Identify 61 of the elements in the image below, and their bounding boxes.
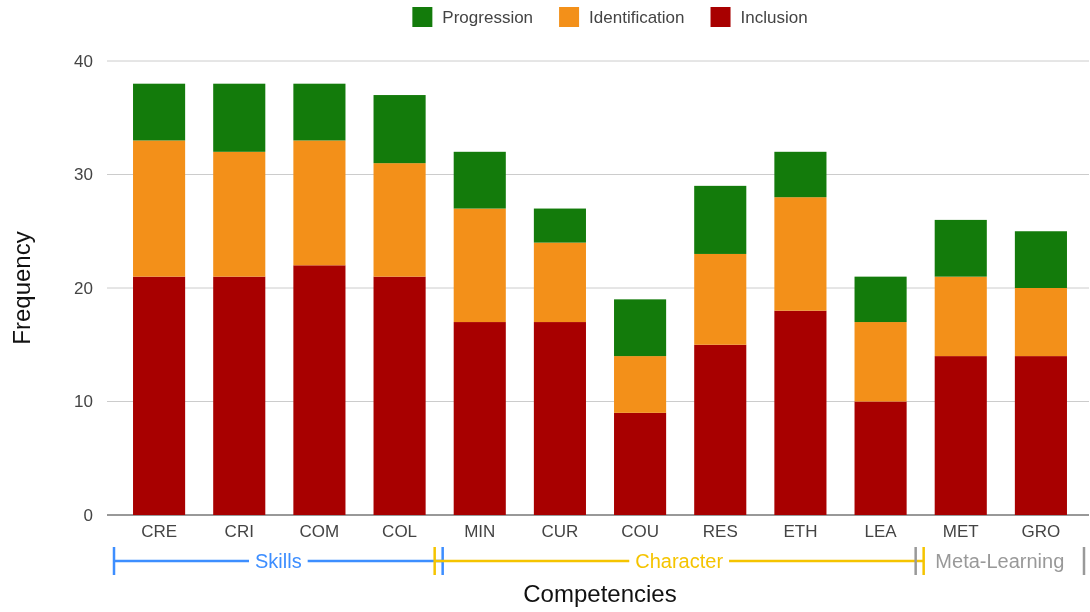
x-axis-title: Competencies [523, 580, 677, 607]
y-axis-title: Frequency [8, 231, 35, 345]
x-tick-label: COL [382, 522, 418, 542]
text: Skills [255, 550, 302, 572]
x-tick-label: CRI [224, 522, 254, 542]
y-tick-label: 0 [83, 505, 93, 525]
legend-label: Inclusion [740, 8, 808, 27]
bar [694, 344, 747, 515]
bar [1014, 288, 1067, 357]
bar [453, 208, 506, 323]
bar [854, 401, 907, 515]
bar [213, 83, 266, 152]
x-tick-label: ETH [783, 522, 818, 542]
bar [774, 151, 827, 198]
y-tick-label: 30 [74, 165, 93, 185]
bar [614, 356, 667, 413]
bar [133, 140, 186, 277]
bar [854, 276, 907, 323]
bar [934, 276, 987, 357]
x-tick-label: LEA [864, 522, 898, 542]
x-tick-label: MET [942, 522, 979, 542]
x-tick-label: GRO [1021, 522, 1061, 542]
bar [213, 276, 266, 515]
bar [533, 208, 586, 243]
bar [533, 322, 586, 515]
x-tick-label: CUR [541, 522, 579, 542]
bar [373, 95, 426, 164]
bar [293, 265, 346, 515]
legend-label: Identification [589, 8, 685, 27]
bar [213, 151, 266, 277]
text: Character [635, 550, 724, 572]
x-tick-label: COM [299, 522, 340, 542]
bar [774, 310, 827, 515]
bar [453, 151, 506, 209]
bar [133, 276, 186, 515]
y-tick-label: 40 [74, 51, 93, 71]
legend-label: Progression [442, 8, 534, 27]
text: Meta-Learning [935, 550, 1065, 572]
bar [373, 163, 426, 277]
y-tick-label: 10 [74, 392, 93, 412]
bar [133, 83, 186, 141]
x-tick-label: COU [621, 522, 659, 542]
bar [614, 299, 667, 357]
bar [1014, 231, 1067, 288]
x-tick-label: RES [702, 522, 738, 542]
bar [694, 253, 747, 345]
y-tick-label: 20 [74, 278, 93, 298]
bar [373, 276, 426, 515]
bar [774, 197, 827, 311]
bar [934, 356, 987, 515]
bar [533, 242, 586, 323]
x-tick-label: CRE [141, 522, 178, 542]
bar [293, 140, 346, 266]
bar [614, 412, 667, 515]
x-tick-label: MIN [464, 522, 496, 542]
bar [293, 83, 346, 141]
bar [453, 322, 506, 515]
bar [1014, 356, 1067, 515]
bar [694, 185, 747, 254]
bar [934, 219, 987, 277]
bar [854, 322, 907, 402]
